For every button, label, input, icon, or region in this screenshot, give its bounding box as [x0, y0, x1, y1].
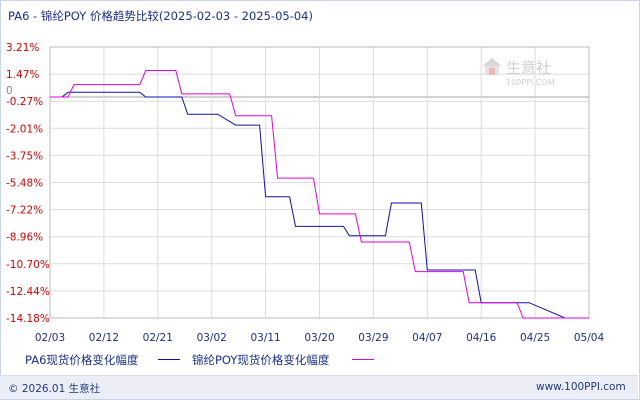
y-tick-label: 3.21% [6, 42, 39, 54]
y-tick-label: -7.22% [6, 205, 43, 217]
y-axis-ticks: 3.21% 1.47% -0.27% -2.01% -3.75% -5.48% -7.22%… [6, 42, 50, 325]
y-tick-label: -8.96% [6, 232, 43, 244]
legend-series-1-swatch [158, 359, 180, 360]
footer-bar: © 2026.01 生意社 www.100PPI.com [0, 375, 638, 399]
series-line-1 [50, 91, 589, 319]
x-tick-label: 04/16 [466, 332, 497, 344]
series-line-2 [50, 70, 589, 319]
house-icon [482, 58, 502, 75]
zero-label: 0 [6, 85, 13, 97]
y-tick-label: -3.75% [6, 150, 43, 162]
x-tick-label: 02/12 [89, 332, 119, 344]
x-axis-ticks: 02/03 02/12 02/21 03/02 03/11 03/20 03/29 04/07… [35, 332, 605, 344]
watermark-logo: 生意社 100PPI.COM [482, 58, 555, 87]
legend-series-2-label: 锦纶POY现货价格变化幅度 [192, 353, 330, 367]
y-tick-label: -0.27% [6, 96, 43, 108]
y-tick-label: -5.48% [6, 178, 43, 190]
y-tick-label: 1.47% [6, 69, 39, 81]
y-tick-label: -14.18% [6, 313, 50, 325]
grid [49, 46, 590, 319]
legend-series-2-swatch [352, 359, 374, 360]
series-lines [50, 70, 589, 319]
x-tick-label: 03/02 [197, 332, 227, 344]
y-tick-label: -10.70% [6, 259, 50, 271]
y-tick-label: -12.44% [6, 286, 50, 298]
x-tick-label: 02/21 [143, 332, 173, 344]
watermark-en: 100PPI.COM [506, 78, 555, 87]
x-tick-label: 05/04 [574, 332, 605, 344]
x-tick-label: 03/20 [304, 332, 334, 344]
chart-title: PA6 - 锦纶POY 价格趋势比较(2025-02-03 - 2025-05-… [8, 9, 313, 23]
x-tick-label: 02/03 [35, 332, 65, 344]
footer-copyright: © 2026.01 生意社 [8, 383, 101, 395]
x-tick-label: 03/11 [250, 332, 280, 344]
footer-site-link[interactable]: www.100PPI.com [536, 381, 626, 393]
legend-series-1-label: PA6现货价格变化幅度 [25, 353, 139, 367]
x-tick-label: 04/25 [520, 332, 550, 344]
watermark-cn: 生意社 [506, 59, 551, 77]
plot-border [49, 46, 590, 319]
x-tick-label: 04/07 [412, 332, 442, 344]
x-tick-label: 03/29 [358, 332, 388, 344]
y-tick-label: -2.01% [6, 123, 43, 135]
